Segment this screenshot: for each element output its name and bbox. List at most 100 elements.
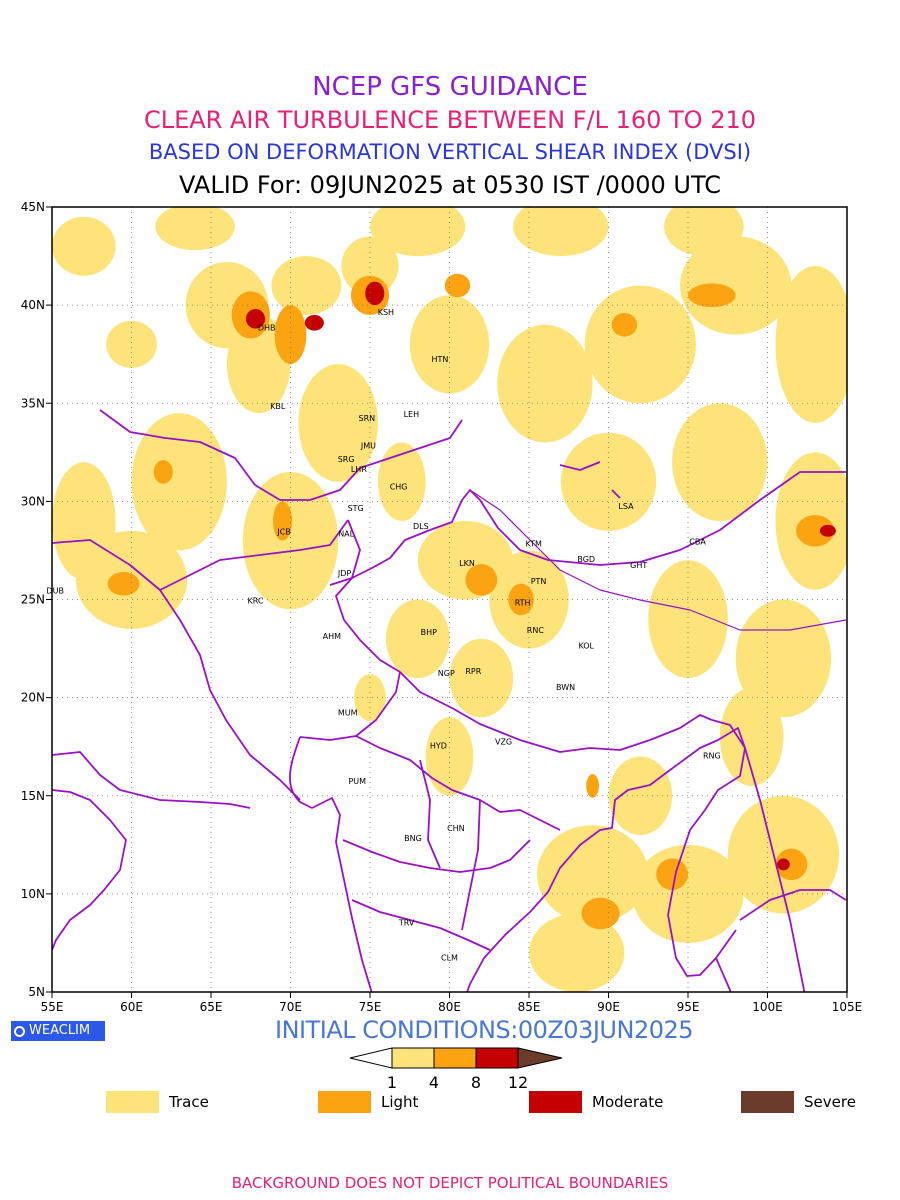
trace-area-34 [377,442,426,521]
lat-tick-label: 40N [21,298,45,312]
lat-tick-label: 25N [21,593,45,607]
lon-tick-label: 75E [359,1000,382,1014]
station-rnc: RNC [527,626,545,635]
station-pum: PUM [348,777,366,786]
light-area-7 [508,583,534,616]
scale-segment-moderate [475,1047,519,1069]
scale-low-arrow [349,1047,393,1069]
trace-area-19 [560,432,657,531]
station-rpr: RPR [465,667,481,676]
station-leh: LEH [404,410,420,419]
lat-tick-label: 10N [21,887,45,901]
scale-tick-12: 12 [508,1073,528,1092]
station-chn: CHN [447,824,465,833]
lat-tick-label: 20N [21,691,45,705]
lat-tick-label: 5N [28,985,45,999]
light-area-3 [153,460,173,484]
station-rth: RTH [515,598,531,607]
legend-label-trace: Trace [169,1093,209,1111]
trace-area-3 [271,256,342,315]
station-stg: STG [348,504,364,513]
iran-border [52,751,251,809]
lon-tick-label: 95E [677,1000,700,1014]
trace-area-32 [52,216,116,276]
footer-disclaimer: BACKGROUND DOES NOT DEPICT POLITICAL BOU… [231,1174,669,1192]
trace-area-18 [775,265,847,423]
myanmar-border [711,719,806,992]
tibet-contour [469,489,847,631]
legend-swatch-trace [106,1091,159,1113]
color-scale-bar: 1 4 8 12 [349,1047,563,1092]
legend-label-moderate: Moderate [592,1093,664,1111]
lon-tick-label: 55E [41,1000,64,1014]
moderate-area-4 [777,858,790,871]
station-kol: KOL [578,642,594,651]
station-ahm: AHM [323,632,341,641]
legend-label-light: Light [381,1093,419,1111]
lon-tick-label: 85E [518,1000,541,1014]
station-bhp: BHP [421,628,438,637]
lon-tick-label: 105E [832,1000,863,1014]
arabian-coast [52,789,127,951]
initial-conditions-label: INITIAL CONDITIONS:00Z03JUN2025 [275,1016,694,1044]
valid-time: VALID For: 09JUN2025 at 0530 IST /0000 U… [179,171,721,199]
logo-circle-icon [14,1025,25,1037]
station-srg: SRG [338,455,355,464]
legend-swatch-moderate [529,1091,582,1113]
trace-area-5 [298,364,378,482]
lat-tick-label: 35N [21,396,45,410]
legend-swatch-light [318,1091,371,1113]
station-jmu: JMU [360,441,376,450]
chart-index-description: BASED ON DEFORMATION VERTICAL SHEAR INDE… [148,140,752,164]
chart-subtitle: CLEAR AIR TURBULENCE BETWEEN F/L 160 TO … [143,106,757,134]
state-line-5 [419,759,481,931]
lat-tick-label: 30N [21,494,45,508]
lat-tick-label: 45N [21,200,45,214]
station-lhr: LHR [351,465,367,474]
state-line-2 [342,839,531,873]
station-cba: CBA [689,538,706,547]
trace-area-20 [672,403,768,521]
trace-area-14 [409,295,490,394]
light-area-10 [796,515,835,547]
light-area-15 [586,774,599,798]
scale-high-arrow [517,1047,563,1069]
station-jdp: JDP [337,569,352,578]
pakistan-border [159,589,301,801]
station-rng: RNG [703,751,721,760]
china-east-border [559,461,621,499]
light-area-11 [581,897,620,930]
station-dls: DLS [413,522,429,531]
trace-area-7 [242,471,339,610]
trace-area-28 [529,913,625,992]
trace-area-13 [449,638,514,718]
state-line-1 [355,735,561,831]
trace-area-17 [680,236,792,335]
station-bng: BNG [404,834,422,843]
trace-area-31 [664,207,744,257]
station-jcb: JCB [276,528,290,537]
lon-tick-label: 70E [279,1000,302,1014]
turbulence-map: 55E 60E 65E 70E 75E 80E 85E 90E 95E 100E 105E 45N 40… [21,200,863,1014]
station-chg: CHG [390,483,408,492]
map-gridlines [52,207,847,992]
moderate-area-0 [245,309,266,329]
trace-area-6 [131,413,227,551]
light-area-6 [465,564,498,596]
light-area-9 [688,283,736,308]
station-clm: CLM [441,954,458,963]
scale-segment-light [433,1047,477,1069]
station-nal: NAL [338,530,354,539]
trace-area-15 [497,324,593,443]
station-ptn: PTN [531,577,547,586]
state-line-3 [351,899,491,951]
station-mum: MUM [338,708,358,717]
indochina-border [739,889,847,921]
light-area-5 [273,501,293,541]
lon-tick-label: 80E [438,1000,461,1014]
station-hyd: HYD [430,742,447,751]
trace-area-4 [341,236,399,296]
light-area-4 [107,572,140,596]
trace-area-24 [536,825,649,924]
station-trv: TRV [398,918,415,927]
